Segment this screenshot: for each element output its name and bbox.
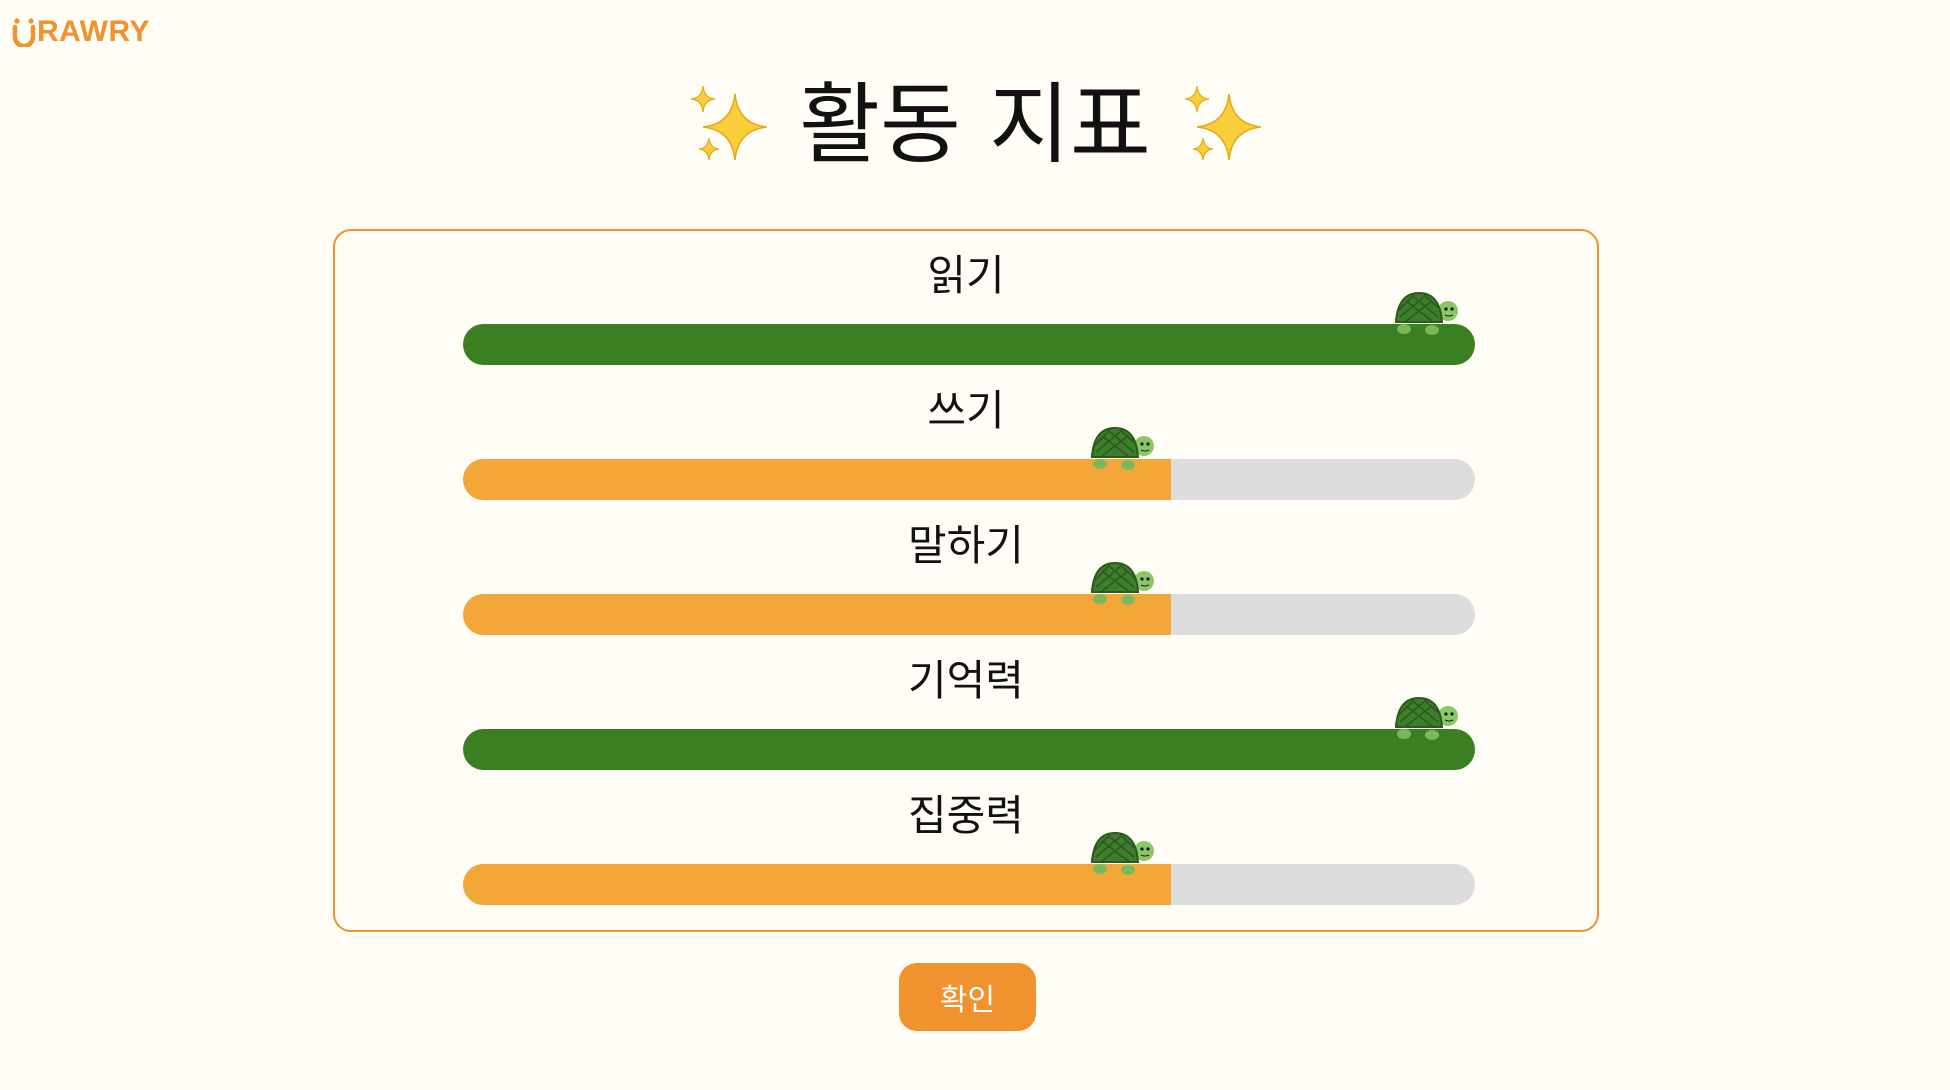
metric-label: 쓰기 <box>927 386 1005 435</box>
turtle-icon <box>1088 424 1155 472</box>
progress-track <box>463 864 1475 905</box>
smiley-u-icon <box>12 17 37 47</box>
page-title: 활동 지표 <box>799 73 1151 176</box>
metric-label: 말하기 <box>908 521 1024 570</box>
sparkles-icon <box>683 80 773 170</box>
metric-memory: 기억력 <box>335 636 1597 771</box>
metric-label: 집중력 <box>908 791 1024 840</box>
app-logo: RAWRY <box>12 14 150 50</box>
confirm-button[interactable]: 확인 <box>899 963 1036 1031</box>
sparkles-icon <box>1177 80 1267 170</box>
turtle-icon <box>1088 829 1155 877</box>
progress-fill <box>463 729 1475 770</box>
page-header: 활동 지표 <box>0 70 1950 180</box>
metric-speaking: 말하기 <box>335 501 1597 636</box>
turtle-icon <box>1392 289 1458 337</box>
progress-fill <box>463 594 1172 635</box>
progress-track <box>463 459 1475 500</box>
turtle-icon <box>1392 694 1458 742</box>
metric-focus: 집중력 <box>335 771 1597 906</box>
progress-track <box>463 729 1475 770</box>
metrics-panel: 읽기 쓰기 말하기 기억력 집중력 <box>333 229 1599 932</box>
metric-label: 기억력 <box>908 656 1024 705</box>
logo-text: RAWRY <box>37 15 151 48</box>
progress-fill <box>463 324 1475 365</box>
turtle-icon <box>1088 559 1155 607</box>
metric-writing: 쓰기 <box>335 366 1597 501</box>
progress-track <box>463 324 1475 365</box>
progress-track <box>463 594 1475 635</box>
metric-label: 읽기 <box>927 251 1005 300</box>
metric-reading: 읽기 <box>335 231 1597 366</box>
progress-fill <box>463 864 1172 905</box>
progress-fill <box>463 459 1172 500</box>
